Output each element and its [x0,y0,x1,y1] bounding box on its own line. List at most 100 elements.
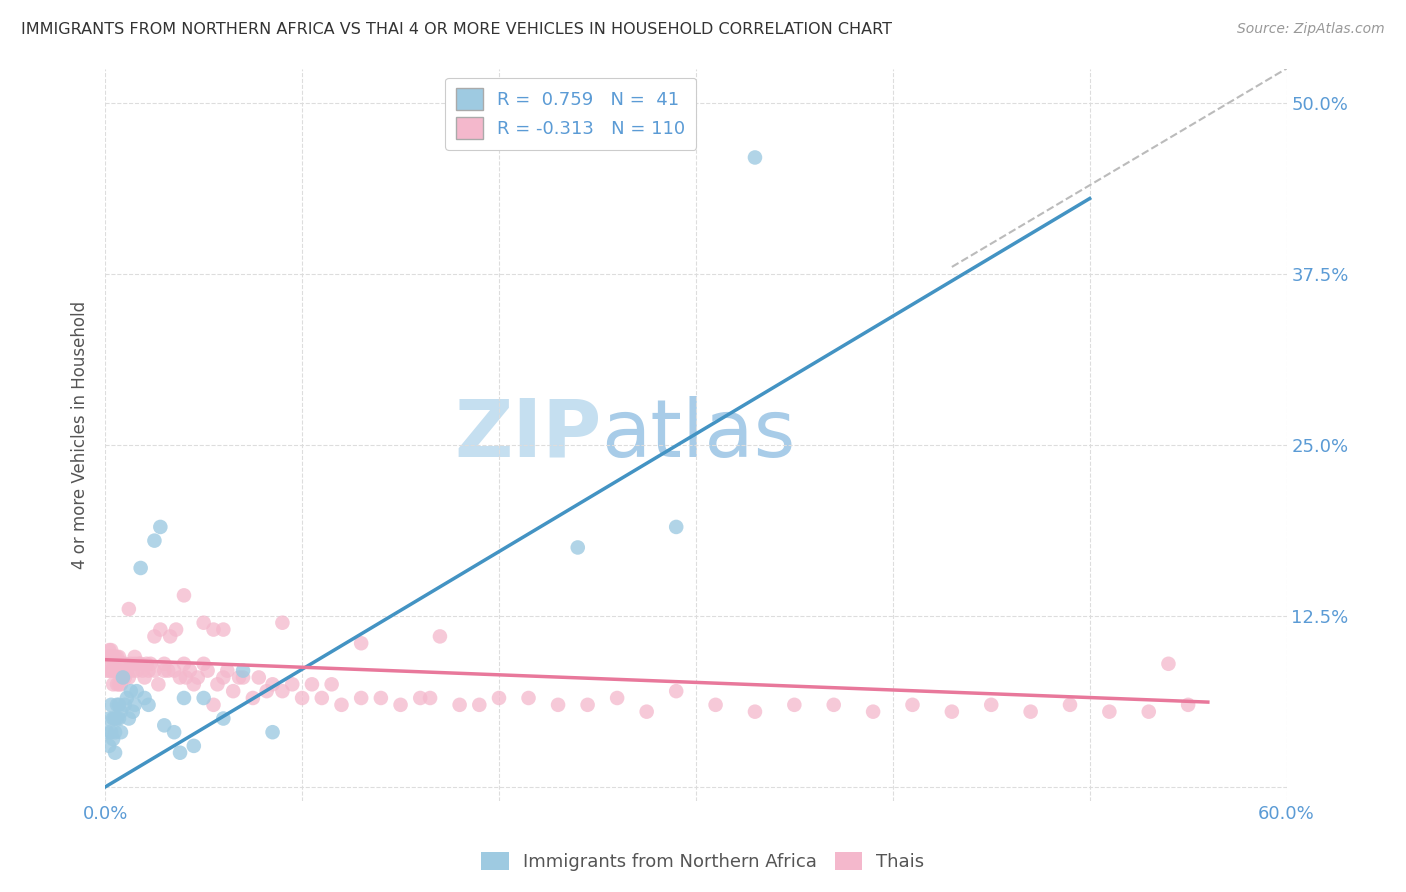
Point [135,657,157,671]
Point [193,615,215,630]
Point [823,698,845,712]
Point [202,698,225,712]
Point [606,690,628,705]
Point [169,746,191,760]
Point [232,664,254,678]
Point [183,739,205,753]
Point [207,677,229,691]
Point [121,664,143,678]
Point [100,725,122,739]
Point [121,705,143,719]
Point [744,151,766,165]
Point [101,664,124,678]
Point [124,657,146,671]
Point [350,690,373,705]
Point [517,690,540,705]
Point [212,670,235,684]
Point [143,533,166,548]
Point [111,670,134,684]
Point [169,670,191,684]
Point [101,732,124,747]
Point [704,698,727,712]
Point [131,664,153,678]
Point [222,684,245,698]
Point [120,684,142,698]
Point [262,725,284,739]
Point [110,725,132,739]
Point [149,520,172,534]
Point [242,690,264,705]
Point [232,670,254,684]
Point [110,705,132,719]
Point [128,657,150,671]
Point [321,677,343,691]
Point [114,670,136,684]
Point [212,623,235,637]
Point [118,670,141,684]
Point [98,643,121,657]
Point [163,725,186,739]
Point [174,670,197,684]
Point [101,677,124,691]
Point [389,698,412,712]
Point [98,664,121,678]
Point [197,664,219,678]
Text: IMMIGRANTS FROM NORTHERN AFRICA VS THAI 4 OR MORE VEHICLES IN HOUSEHOLD CORRELAT: IMMIGRANTS FROM NORTHERN AFRICA VS THAI … [21,22,891,37]
Point [330,698,353,712]
Point [96,649,118,664]
Point [468,698,491,712]
Point [108,712,131,726]
Point [96,725,118,739]
Point [100,649,122,664]
Point [1177,698,1199,712]
Point [163,664,186,678]
Point [104,712,127,726]
Point [108,698,131,712]
Point [129,561,152,575]
Point [1098,705,1121,719]
Point [134,690,156,705]
Point [262,677,284,691]
Point [101,649,124,664]
Point [98,739,121,753]
Point [488,690,510,705]
Point [636,705,658,719]
Point [105,649,128,664]
Point [173,657,195,671]
Point [110,677,132,691]
Point [665,684,688,698]
Point [118,602,141,616]
Text: atlas: atlas [602,395,796,474]
Point [183,677,205,691]
Point [173,690,195,705]
Point [159,629,181,643]
Point [665,520,688,534]
Point [179,664,201,678]
Point [125,684,148,698]
Point [187,670,209,684]
Point [138,698,160,712]
Point [98,712,121,726]
Point [104,746,127,760]
Point [153,664,176,678]
Point [100,698,122,712]
Point [111,657,134,671]
Point [256,684,278,698]
Point [105,664,128,678]
Point [291,690,314,705]
Point [862,705,884,719]
Point [104,664,127,678]
Point [124,649,146,664]
Point [576,698,599,712]
Point [108,649,131,664]
Text: Source: ZipAtlas.com: Source: ZipAtlas.com [1237,22,1385,37]
Point [1059,698,1081,712]
Point [311,690,333,705]
Point [228,670,250,684]
Point [212,712,235,726]
Point [108,677,131,691]
Point [217,664,239,678]
Point [153,657,176,671]
Point [547,698,569,712]
Point [115,690,138,705]
